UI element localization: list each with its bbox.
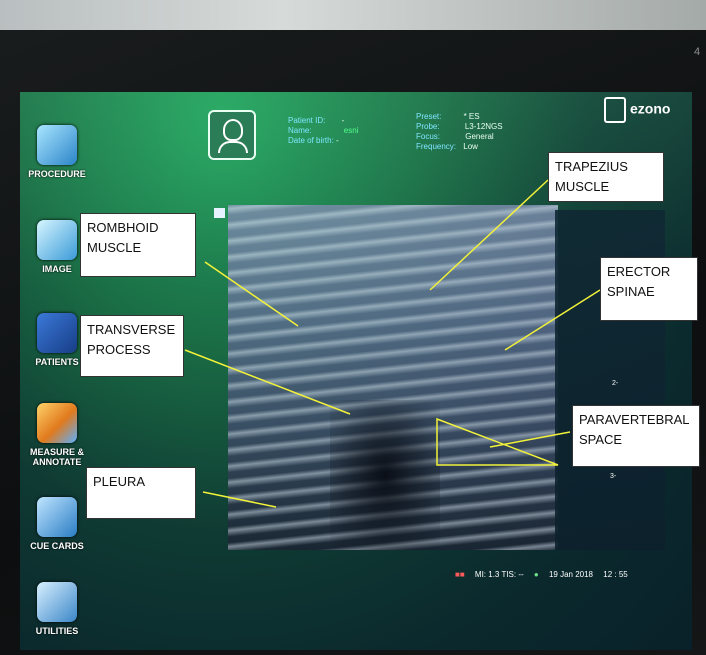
patients-icon — [37, 313, 77, 353]
patient-head-icon — [223, 119, 243, 141]
battery-icon: ● — [533, 570, 539, 579]
sidebar-item-image[interactable]: IMAGE — [22, 220, 92, 274]
focus-value: General — [465, 132, 494, 141]
status-indicator-icon: ■■ — [455, 570, 465, 579]
sidebar-item-label: UTILITIES — [35, 626, 79, 636]
sidebar-item-measure[interactable]: MEASURE & ANNOTATE — [22, 403, 92, 467]
label-trapezius: TRAPEZIUS MUSCLE — [548, 152, 664, 202]
probe-orientation-marker — [214, 208, 225, 218]
procedure-icon — [37, 125, 77, 165]
sidebar-item-label: PROCEDURE — [28, 169, 86, 179]
patient-button[interactable] — [208, 110, 256, 160]
probe-info: Preset: * ES Probe: L3-12NGS Focus: Gene… — [416, 112, 503, 152]
utilities-icon — [37, 582, 77, 622]
sidebar-item-label: IMAGE — [42, 264, 72, 274]
sidebar-item-cue-cards[interactable]: CUE CARDS — [22, 497, 92, 551]
sidebar-item-label: CUE CARDS — [30, 541, 84, 551]
patient-info: Patient ID: - Name: esni Date of birth: … — [288, 116, 358, 146]
ezono-logo: ezono — [604, 97, 674, 127]
probe-label: Probe: — [416, 122, 440, 131]
label-rhomboid: ROMBHOID MUSCLE — [80, 213, 196, 277]
patient-id-label: Patient ID: — [288, 116, 326, 125]
label-erector: ERECTOR SPINAE — [600, 257, 698, 321]
logo-text: ezono — [630, 100, 671, 117]
pleura-pointer — [202, 491, 277, 508]
preset-value: * ES — [463, 112, 480, 121]
patient-id-value: - — [341, 116, 345, 125]
image-icon — [37, 220, 77, 260]
sidebar-item-procedure[interactable]: PROCEDURE — [22, 125, 92, 179]
status-date: 19 Jan 2018 — [548, 570, 594, 579]
label-transverse: TRANSVERSE PROCESS — [80, 315, 184, 377]
mi-tis-readout: MI: 1.3 TIS: -- — [474, 570, 524, 579]
preset-label: Preset: — [416, 112, 442, 121]
frequency-value: Low — [463, 142, 478, 151]
patient-name-value: esni — [343, 126, 359, 135]
probe-value: L3-12NGS — [464, 122, 503, 131]
patient-dob-value: - — [336, 136, 339, 145]
cue-cards-icon — [37, 497, 77, 537]
paravertebral-pointer — [489, 431, 571, 448]
measure-icon — [37, 403, 77, 443]
label-paravertebral: PARAVERTEBRAL SPACE — [572, 405, 700, 467]
focus-label: Focus: — [416, 132, 441, 141]
patient-dob-label: Date of birth: — [288, 136, 334, 145]
monitor-top-edge — [0, 0, 706, 30]
transverse-pointer — [184, 349, 351, 415]
sidebar-item-label: MEASURE & ANNOTATE — [29, 447, 84, 467]
frequency-label: Frequency: — [416, 142, 457, 151]
acoustic-shadow — [330, 400, 440, 550]
patient-name-label: Name: — [288, 126, 312, 135]
trapezius-pointer — [429, 179, 549, 291]
corner-mark: 4 — [694, 46, 701, 58]
sidebar-item-utilities[interactable]: UTILITIES — [22, 582, 92, 636]
label-pleura: PLEURA — [86, 467, 196, 519]
status-bar: ■■ MI: 1.3 TIS: -- ● 19 Jan 2018 12 : 55 — [455, 570, 636, 579]
status-time: 12 : 55 — [603, 570, 628, 579]
rhomboid-pointer — [204, 261, 299, 327]
depth-mark-3: 3- — [610, 473, 617, 480]
erector-pointer — [504, 289, 601, 351]
sidebar-item-label: PATIENTS — [35, 357, 79, 367]
paravertebral-triangle — [436, 417, 559, 466]
clipboard-icon — [604, 97, 626, 123]
sidebar-item-patients[interactable]: PATIENTS — [22, 313, 92, 367]
depth-mark-2: 2- — [612, 380, 619, 387]
